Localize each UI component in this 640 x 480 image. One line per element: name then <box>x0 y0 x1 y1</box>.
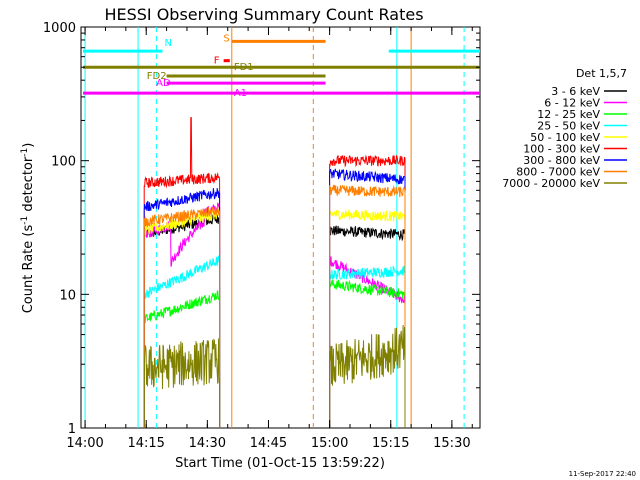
series-line <box>143 188 221 428</box>
x-tick-label: 14:15 <box>127 436 164 451</box>
series-line <box>329 324 406 428</box>
series-line <box>143 208 221 428</box>
legend-label: 50 - 100 keV <box>530 131 600 144</box>
y-tick-label: 10 <box>59 288 76 303</box>
flag-label-a1: A1 <box>234 88 247 99</box>
series-line <box>329 209 406 428</box>
chart-title: HESSI Observing Summary Count Rates <box>104 5 423 24</box>
series-line <box>143 255 221 428</box>
legend-label: 7000 - 20000 keV <box>502 177 600 190</box>
series-line <box>329 225 406 428</box>
flag-label-s: S <box>223 33 229 44</box>
y-axis: 1 10 100 1000 <box>43 21 480 437</box>
series-line <box>329 168 406 428</box>
legend-label: 300 - 800 keV <box>523 154 600 167</box>
series-line <box>143 205 221 428</box>
flag-label-fd1: FD1 <box>234 62 254 73</box>
legend-label: 12 - 25 keV <box>537 108 600 121</box>
flag-label-ad: AD <box>156 78 171 89</box>
legend-label: 6 - 12 keV <box>544 97 600 110</box>
x-axis-label: Start Time (01-Oct-15 13:59:22) <box>175 456 385 471</box>
x-tick-label: 15:15 <box>372 436 409 451</box>
series-line <box>329 184 406 428</box>
legend-label: 800 - 7000 keV <box>516 166 600 179</box>
flag-label-fd2: FD2 <box>147 71 167 82</box>
footer-timestamp: 11-Sep-2017 22:40 <box>569 470 636 478</box>
legend-title: Det 1,5,7 <box>576 67 627 80</box>
x-tick-label: 14:00 <box>66 436 103 451</box>
x-tick-label: 15:30 <box>433 436 470 451</box>
flag-label-n: N <box>165 38 172 49</box>
y-tick-label: 100 <box>51 155 76 170</box>
series-line <box>143 290 221 428</box>
series-line <box>143 117 221 428</box>
legend-label: 3 - 6 keV <box>551 85 600 98</box>
legend-label: 100 - 300 keV <box>523 143 600 156</box>
series-line <box>329 279 406 428</box>
flag-label-f: F <box>214 56 220 67</box>
series-line <box>329 265 406 428</box>
y-tick-label: 1 <box>68 422 76 437</box>
x-tick-label: 14:30 <box>189 436 226 451</box>
series-line <box>143 202 221 428</box>
series-line <box>329 256 406 428</box>
x-axis: 14:00 14:15 14:30 14:45 15:00 15:15 15:30 <box>66 27 473 451</box>
x-tick-label: 15:00 <box>311 436 348 451</box>
series-line <box>329 154 406 428</box>
x-tick-label: 14:45 <box>250 436 287 451</box>
y-tick-label: 1000 <box>43 21 76 36</box>
plot-frame <box>80 26 481 429</box>
legend-label: 25 - 50 keV <box>537 120 600 133</box>
series-line <box>143 338 221 428</box>
y-axis-label: Count Rate (s-1 detector-1) <box>20 143 36 314</box>
